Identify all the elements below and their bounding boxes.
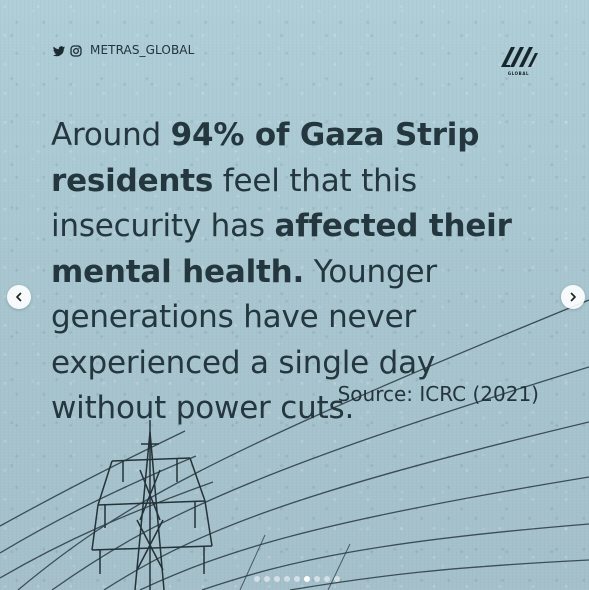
headline-segment: feel that this insecurity has — [51, 162, 417, 245]
previous-slide-button[interactable] — [7, 285, 31, 309]
carousel-dot[interactable] — [294, 576, 300, 582]
chevron-right-icon — [570, 292, 576, 302]
carousel-dot[interactable] — [254, 576, 260, 582]
headline-segment: Around — [51, 117, 171, 153]
metras-logo-mark — [501, 47, 538, 67]
carousel-dot[interactable] — [314, 576, 320, 582]
instagram-icon — [69, 43, 83, 57]
carousel-dots — [254, 576, 340, 582]
next-slide-button[interactable] — [561, 285, 585, 309]
carousel-dot[interactable] — [264, 576, 270, 582]
twitter-icon — [52, 43, 66, 57]
chevron-left-icon — [16, 292, 22, 302]
carousel-dot-active[interactable] — [304, 576, 310, 582]
logo-subtitle: GLOBAL — [507, 71, 530, 76]
headline-bold-segment: 94% of Gaza Strip residents — [51, 117, 480, 199]
carousel-dot[interactable] — [274, 576, 280, 582]
social-handle: METRAS_GLOBAL — [52, 43, 194, 57]
source-citation: Source: ICRC (2021) — [337, 382, 539, 406]
metras-logo: GLOBAL — [497, 42, 540, 82]
carousel-dot[interactable] — [334, 576, 340, 582]
account-handle: METRAS_GLOBAL — [90, 43, 195, 57]
carousel-dot[interactable] — [284, 576, 290, 582]
carousel-dot[interactable] — [324, 576, 330, 582]
headline-bold-segment: affected their mental health. — [51, 208, 512, 290]
